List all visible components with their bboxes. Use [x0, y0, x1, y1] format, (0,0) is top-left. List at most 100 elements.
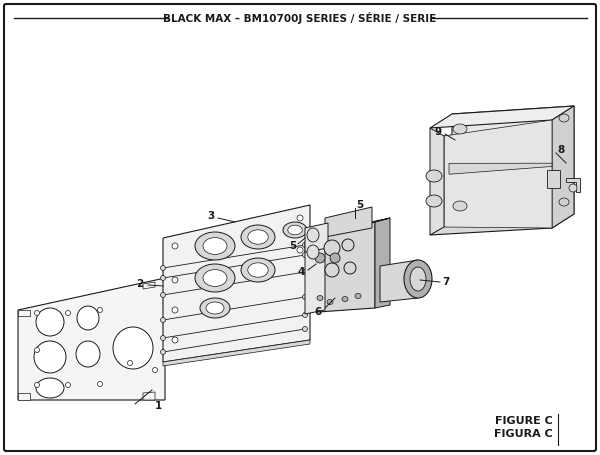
Polygon shape	[430, 214, 574, 235]
Ellipse shape	[203, 270, 227, 286]
Polygon shape	[452, 106, 574, 221]
Ellipse shape	[195, 232, 235, 260]
Ellipse shape	[161, 349, 166, 354]
Ellipse shape	[152, 368, 157, 373]
Text: 5: 5	[289, 241, 296, 251]
Ellipse shape	[302, 327, 308, 332]
Ellipse shape	[342, 239, 354, 251]
Ellipse shape	[113, 327, 153, 369]
Ellipse shape	[77, 306, 99, 330]
Polygon shape	[325, 207, 372, 237]
Ellipse shape	[172, 243, 178, 249]
Ellipse shape	[302, 253, 308, 258]
Ellipse shape	[288, 225, 302, 235]
Polygon shape	[380, 260, 418, 302]
Ellipse shape	[297, 215, 303, 221]
Ellipse shape	[172, 277, 178, 283]
Ellipse shape	[453, 124, 467, 134]
Ellipse shape	[324, 240, 340, 256]
Ellipse shape	[203, 238, 227, 254]
Ellipse shape	[559, 198, 569, 206]
Polygon shape	[430, 106, 574, 128]
Ellipse shape	[302, 313, 308, 318]
Text: 5: 5	[356, 200, 363, 210]
Polygon shape	[18, 393, 30, 400]
Ellipse shape	[35, 383, 40, 388]
Polygon shape	[375, 218, 390, 308]
Ellipse shape	[404, 260, 432, 298]
FancyBboxPatch shape	[4, 4, 596, 451]
Ellipse shape	[36, 378, 64, 398]
Ellipse shape	[248, 263, 268, 277]
Polygon shape	[566, 178, 580, 192]
Ellipse shape	[65, 310, 71, 315]
Ellipse shape	[161, 293, 166, 298]
Ellipse shape	[325, 263, 339, 277]
Text: 1: 1	[155, 401, 162, 411]
Text: 9: 9	[435, 127, 442, 137]
Text: 4: 4	[298, 267, 305, 277]
Polygon shape	[143, 282, 155, 289]
Polygon shape	[444, 120, 552, 228]
Ellipse shape	[97, 308, 103, 313]
Polygon shape	[305, 223, 328, 252]
Ellipse shape	[453, 201, 467, 211]
Ellipse shape	[355, 293, 361, 298]
Ellipse shape	[302, 269, 308, 274]
Text: BLACK MAX – BM10700J SERIES / SÉRIE / SERIE: BLACK MAX – BM10700J SERIES / SÉRIE / SE…	[163, 12, 437, 24]
Polygon shape	[163, 340, 310, 366]
Ellipse shape	[172, 307, 178, 313]
Ellipse shape	[128, 360, 133, 365]
Ellipse shape	[342, 297, 348, 302]
Polygon shape	[449, 163, 552, 174]
Ellipse shape	[241, 258, 275, 282]
Ellipse shape	[302, 243, 308, 248]
Polygon shape	[430, 128, 444, 235]
Ellipse shape	[36, 308, 64, 336]
Text: FIGURE C: FIGURE C	[495, 416, 553, 426]
Ellipse shape	[307, 245, 319, 259]
Polygon shape	[552, 106, 574, 228]
Ellipse shape	[35, 348, 40, 353]
Polygon shape	[318, 222, 375, 312]
Ellipse shape	[65, 383, 71, 388]
Ellipse shape	[569, 184, 577, 192]
Ellipse shape	[426, 195, 442, 207]
Ellipse shape	[307, 228, 319, 242]
Ellipse shape	[161, 266, 166, 271]
Polygon shape	[143, 392, 155, 400]
Ellipse shape	[344, 262, 356, 274]
Polygon shape	[18, 278, 165, 400]
Text: 2: 2	[136, 279, 143, 289]
Polygon shape	[163, 205, 310, 362]
Ellipse shape	[34, 341, 66, 373]
Ellipse shape	[161, 318, 166, 323]
Polygon shape	[547, 170, 560, 188]
Text: 7: 7	[442, 277, 449, 287]
Text: FIGURA C: FIGURA C	[494, 429, 553, 439]
Ellipse shape	[559, 114, 569, 122]
Polygon shape	[318, 218, 390, 235]
Ellipse shape	[330, 253, 340, 263]
Ellipse shape	[172, 337, 178, 343]
Ellipse shape	[97, 381, 103, 386]
Text: 6: 6	[315, 307, 322, 317]
Ellipse shape	[410, 267, 426, 291]
Ellipse shape	[426, 170, 442, 182]
Polygon shape	[18, 310, 30, 316]
Ellipse shape	[248, 230, 268, 244]
Ellipse shape	[76, 341, 100, 367]
Ellipse shape	[297, 247, 303, 253]
Ellipse shape	[35, 310, 40, 315]
Ellipse shape	[206, 302, 224, 314]
Text: 3: 3	[208, 211, 215, 221]
Ellipse shape	[161, 275, 166, 280]
Ellipse shape	[241, 225, 275, 249]
Ellipse shape	[195, 264, 235, 292]
Ellipse shape	[315, 253, 325, 263]
Ellipse shape	[200, 298, 230, 318]
Text: 8: 8	[557, 145, 564, 155]
Ellipse shape	[327, 299, 333, 304]
Polygon shape	[305, 238, 325, 314]
Ellipse shape	[161, 335, 166, 340]
